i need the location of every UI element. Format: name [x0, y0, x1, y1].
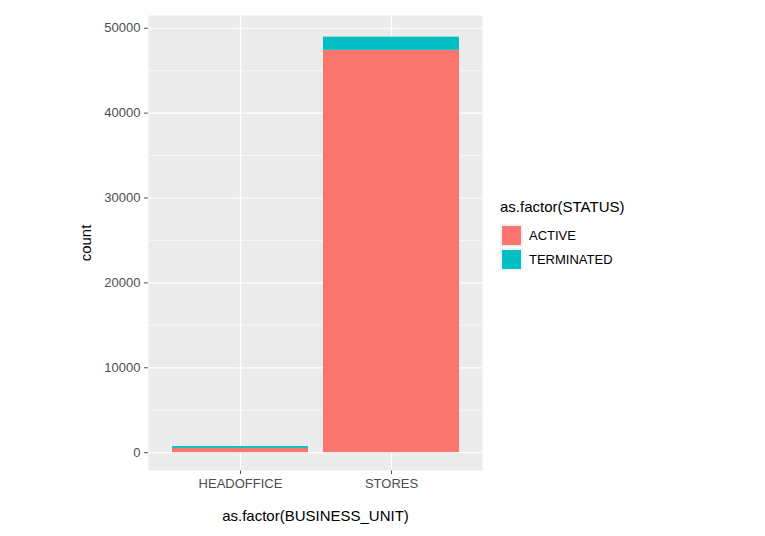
- svg-text:20000: 20000: [104, 275, 140, 290]
- svg-text:50000: 50000: [104, 20, 140, 35]
- svg-text:count: count: [77, 224, 94, 262]
- html-text:ACTIVE: ACTIVE: [529, 227, 576, 243]
- svg-text:0: 0: [133, 445, 140, 460]
- html-text:TERMINATED: TERMINATED: [529, 251, 613, 267]
- svg-text:10000: 10000: [104, 360, 140, 375]
- svg-text:30000: 30000: [104, 190, 140, 205]
- svg-text:HEADOFFICE: HEADOFFICE: [199, 476, 283, 491]
- svg-text:as.factor(BUSINESS_UNIT): as.factor(BUSINESS_UNIT): [222, 507, 409, 524]
- html-text:as.factor(STATUS): as.factor(STATUS): [500, 198, 625, 215]
- svg-text:40000: 40000: [104, 105, 140, 120]
- svg-text:STORES: STORES: [365, 476, 419, 491]
